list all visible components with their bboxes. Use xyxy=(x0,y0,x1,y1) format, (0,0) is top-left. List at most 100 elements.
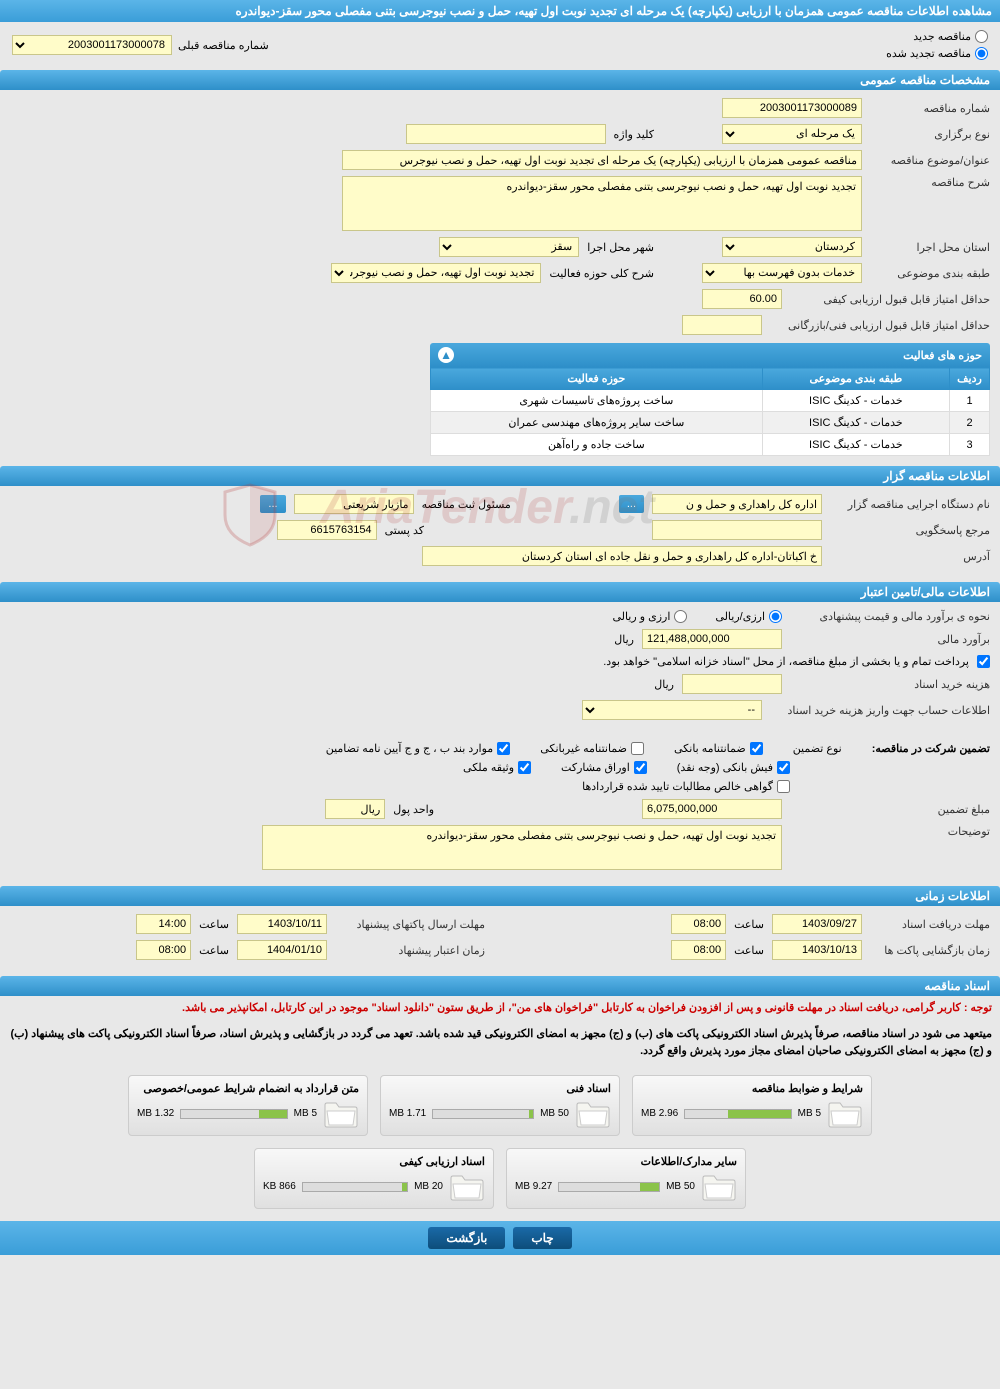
doc-title: سایر مدارک/اطلاعات xyxy=(515,1155,737,1168)
progress-bar xyxy=(432,1109,534,1119)
min-qual-label: حداقل امتیاز قابل قبول ارزیابی کیفی xyxy=(790,293,990,306)
open-time[interactable] xyxy=(671,940,726,960)
account-select[interactable]: -- xyxy=(582,700,762,720)
currency-unit-label: واحد پول xyxy=(393,803,434,816)
treasury-check[interactable] xyxy=(977,655,990,668)
print-button[interactable]: چاب xyxy=(513,1227,571,1249)
guarantee-amount-label: مبلغ تضمین xyxy=(790,803,990,816)
folder-icon xyxy=(827,1099,863,1129)
g7[interactable]: گواهی خالص مطالبات تایید شده قراردادها xyxy=(582,780,790,793)
section-organizer-body: نام دستگاه اجرایی مناقصه گزار ... مسئول … xyxy=(0,486,1000,580)
resp-input[interactable] xyxy=(294,494,414,514)
col-area: حوزه فعالیت xyxy=(431,368,763,390)
min-tech-input[interactable] xyxy=(682,315,762,335)
province-select[interactable]: کردستان xyxy=(722,237,862,257)
radio-renewed-tender[interactable]: مناقصه تجدید شده xyxy=(886,47,988,60)
section-documents-header: اسناد مناقصه xyxy=(0,976,1000,996)
org-label: نام دستگاه اجرایی مناقصه گزار xyxy=(830,498,990,511)
doc-box[interactable]: اسناد فنی 50 MB 1.71 MB xyxy=(380,1075,620,1136)
min-qual-input[interactable] xyxy=(702,289,782,309)
tender-no-input[interactable] xyxy=(722,98,862,118)
org-lookup-btn[interactable]: ... xyxy=(619,495,644,513)
address-input[interactable] xyxy=(422,546,822,566)
subject-input[interactable] xyxy=(342,150,862,170)
estimate-label: برآورد مالی xyxy=(790,633,990,646)
treasury-note: پرداخت تمام و یا بخشی از مبلغ مناقصه، از… xyxy=(603,655,969,668)
address-label: آدرس xyxy=(830,550,990,563)
purchase-cost-input[interactable] xyxy=(682,674,782,694)
back-button[interactable]: بازگشت xyxy=(428,1227,505,1249)
prev-tender-select[interactable]: 2003001173000078 xyxy=(12,35,172,55)
footer-bar: چاب بازگشت xyxy=(0,1221,1000,1255)
progress-bar xyxy=(558,1182,660,1192)
progress-bar xyxy=(180,1109,287,1119)
activity-area-select[interactable]: تجدید نوبت اول تهیه، حمل و نصب نیوجرسی ب… xyxy=(331,263,541,283)
activity-table-header: حوزه های فعالیت ▲ xyxy=(430,343,990,367)
postal-input[interactable] xyxy=(277,520,377,540)
open-label: زمان بازگشایی پاکت ها xyxy=(870,944,990,957)
table-row: 2خدمات - کدینگ ISICساخت سایر پروژه‌های م… xyxy=(431,412,990,434)
currency-unit-input[interactable] xyxy=(325,799,385,819)
resp-lookup-btn[interactable]: ... xyxy=(260,495,285,513)
explain-label: توضیحات xyxy=(790,825,990,838)
radio-renewed-input[interactable] xyxy=(975,47,988,60)
g3[interactable]: موارد بند ب ، ج و ج آیین نامه تضامین xyxy=(326,742,510,755)
section-general-header: مشخصات مناقصه عمومی xyxy=(0,70,1000,90)
send-time[interactable] xyxy=(136,914,191,934)
guarantee-amount-input[interactable] xyxy=(642,799,782,819)
validity-label: زمان اعتبار پیشنهاد xyxy=(335,944,485,957)
resp-label: مسئول ثبت مناقصه xyxy=(422,498,511,511)
keyword-label: کلید واژه xyxy=(614,128,654,141)
method-opt1[interactable]: ارزی/ریالی xyxy=(715,610,782,623)
doc-box[interactable]: شرایط و ضوابط مناقصه 5 MB 2.96 MB xyxy=(632,1075,872,1136)
city-select[interactable]: سقز xyxy=(439,237,579,257)
keyword-input[interactable] xyxy=(406,124,606,144)
postal-label: کد پستی xyxy=(385,524,424,537)
tender-mode-row: مناقصه جدید مناقصه تجدید شده شماره مناقص… xyxy=(0,22,1000,68)
page-title: مشاهده اطلاعات مناقصه عمومی همزمان با ار… xyxy=(236,4,993,18)
class-label: طبقه بندی موضوعی xyxy=(870,267,990,280)
desc-textarea[interactable] xyxy=(342,176,862,231)
min-tech-label: حداقل امتیاز قابل قبول ارزیابی فنی/بازرگ… xyxy=(770,319,990,332)
org-input[interactable] xyxy=(652,494,822,514)
g2[interactable]: ضمانتنامه غیربانکی xyxy=(540,742,644,755)
send-label: مهلت ارسال پاکتهای پیشنهاد xyxy=(335,918,485,931)
method-opt2[interactable]: ارزی و ریالی xyxy=(612,610,687,623)
validity-time[interactable] xyxy=(136,940,191,960)
folder-icon xyxy=(449,1172,485,1202)
doc-title: شرایط و ضوابط مناقصه xyxy=(641,1082,863,1095)
doc-used: 1.32 MB xyxy=(137,1108,174,1119)
type-select[interactable]: یک مرحله ای xyxy=(722,124,862,144)
section-financial-header: اطلاعات مالی/تامین اعتبار xyxy=(0,582,1000,602)
g6[interactable]: وثیقه ملکی xyxy=(463,761,531,774)
receive-time[interactable] xyxy=(671,914,726,934)
radio-new-tender[interactable]: مناقصه جدید xyxy=(886,30,988,43)
class-select[interactable]: خدمات بدون فهرست بها xyxy=(702,263,862,283)
doc-total: 5 MB xyxy=(798,1108,821,1119)
doc-total: 20 MB xyxy=(414,1181,443,1192)
doc-box[interactable]: سایر مدارک/اطلاعات 50 MB 9.27 MB xyxy=(506,1148,746,1209)
section-general-body: شماره مناقصه نوع برگزاری یک مرحله ای کلی… xyxy=(0,90,1000,464)
open-date[interactable] xyxy=(772,940,862,960)
ref-input[interactable] xyxy=(652,520,822,540)
validity-date[interactable] xyxy=(237,940,327,960)
radio-new-input[interactable] xyxy=(975,30,988,43)
guarantee-type-label: نوع تضمین xyxy=(793,742,842,755)
explain-textarea[interactable] xyxy=(262,825,782,870)
doc-total: 5 MB xyxy=(294,1108,317,1119)
estimate-input[interactable] xyxy=(642,629,782,649)
doc-box[interactable]: متن قرارداد به انضمام شرایط عمومی/خصوصی … xyxy=(128,1075,368,1136)
g4[interactable]: فیش بانکی (وجه نقد) xyxy=(677,761,790,774)
g5[interactable]: اوراق مشارکت xyxy=(561,761,647,774)
doc-used: 9.27 MB xyxy=(515,1181,552,1192)
doc-box[interactable]: اسناد ارزیابی کیفی 20 MB 866 KB xyxy=(254,1148,494,1209)
send-date[interactable] xyxy=(237,914,327,934)
receive-date[interactable] xyxy=(772,914,862,934)
page-title-bar: مشاهده اطلاعات مناقصه عمومی همزمان با ار… xyxy=(0,0,1000,22)
doc-title: اسناد ارزیابی کیفی xyxy=(263,1155,485,1168)
collapse-icon[interactable]: ▲ xyxy=(438,347,454,363)
activity-area-label: شرح کلی حوزه فعالیت xyxy=(549,267,654,280)
currency-label: ریال xyxy=(614,633,634,646)
g1[interactable]: ضمانتنامه بانکی xyxy=(674,742,763,755)
section-organizer-header: اطلاعات مناقصه گزار xyxy=(0,466,1000,486)
